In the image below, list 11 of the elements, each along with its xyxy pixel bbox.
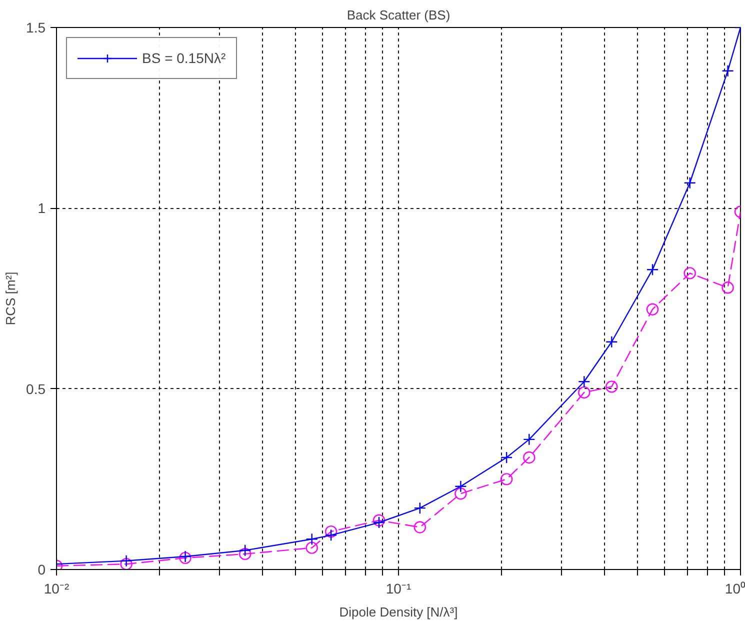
y-tick-label: 1 [38, 200, 46, 216]
y-axis-title: RCS [m²] [3, 272, 18, 326]
x-tick-label: 10⁻² [44, 580, 70, 596]
legend-label: BS = 0.15Nλ² [142, 50, 226, 66]
y-tick-label: 0 [38, 562, 46, 578]
x-tick-label: 10⁻¹ [386, 580, 412, 596]
chart-title: Back Scatter (BS) [346, 8, 450, 22]
x-tick-label: 10⁰ [724, 580, 745, 596]
y-tick-label: 1.5 [26, 20, 46, 36]
x-axis-title: Dipole Density [N/λ³] [339, 604, 458, 620]
y-tick-label: 0.5 [26, 380, 46, 397]
